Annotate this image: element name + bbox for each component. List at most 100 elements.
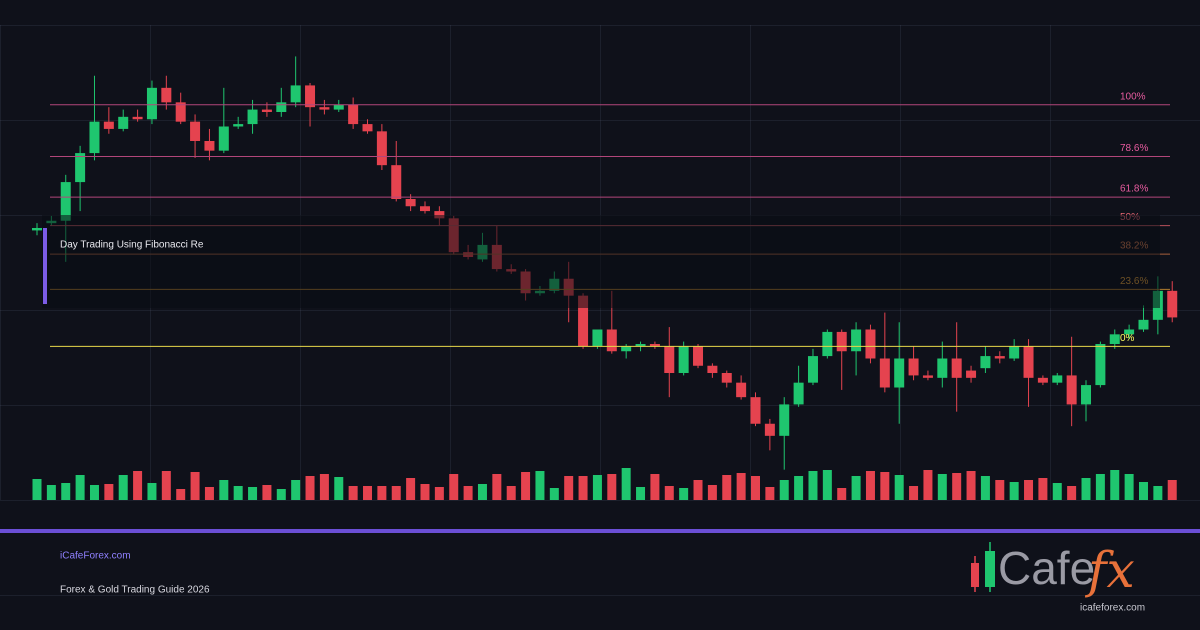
candle-body	[865, 329, 876, 359]
volume-bar	[937, 474, 947, 500]
candle-body	[578, 295, 589, 347]
candle-body	[161, 87, 172, 103]
volume-bar	[319, 474, 329, 500]
volume-bar	[636, 487, 646, 500]
volume-bar	[751, 476, 760, 500]
volume-bar	[75, 475, 85, 500]
volume-bar	[952, 473, 962, 500]
candle-body	[649, 344, 660, 347]
volume-bar	[1110, 470, 1120, 500]
fib-label: 78.6%	[1120, 143, 1148, 154]
candle-body	[937, 358, 948, 378]
volume-bar	[1095, 474, 1105, 500]
volume-layer	[32, 468, 1177, 500]
volume-bar	[822, 470, 832, 500]
volume-bar	[89, 485, 99, 500]
candle-body	[1109, 334, 1120, 344]
candle-body	[247, 109, 258, 125]
volume-bar	[463, 486, 473, 500]
volume-bar	[837, 488, 847, 500]
candle-body	[333, 104, 344, 110]
candle-body	[836, 331, 847, 352]
candle-body	[276, 102, 287, 112]
candle-body	[994, 356, 1005, 359]
candle-body	[175, 102, 186, 122]
volume-bar	[707, 485, 717, 500]
candle-body	[664, 346, 675, 373]
volume-bar	[147, 483, 157, 500]
volume-bar	[865, 471, 875, 500]
candle-body	[707, 365, 718, 373]
logo-accent: fx	[1084, 541, 1135, 599]
candle-body	[980, 356, 991, 369]
volume-bar	[564, 476, 574, 500]
candle-body	[405, 199, 416, 207]
volume-bar	[262, 485, 272, 500]
annotation-text: Day Trading Using Fibonacci Re	[60, 240, 204, 251]
candle-body	[233, 124, 244, 127]
candle-body	[75, 153, 86, 183]
candle-body	[204, 141, 215, 151]
candle-body	[1095, 344, 1106, 386]
volume-bar	[722, 475, 732, 500]
volume-bar	[305, 476, 315, 500]
volume-bar	[1052, 483, 1062, 500]
candle-body	[966, 370, 977, 378]
volume-bar	[679, 488, 689, 500]
candle-body	[635, 344, 646, 347]
candle-body	[348, 104, 359, 125]
volume-bar	[966, 471, 976, 500]
logo-word: Cafe	[998, 542, 1095, 594]
volume-bar	[161, 471, 171, 500]
volume-bar	[291, 480, 301, 500]
candle-body	[1023, 346, 1034, 378]
candle-body	[1167, 290, 1178, 318]
annotation-accent	[43, 228, 47, 304]
logo-url: icafeforex.com	[1080, 603, 1145, 614]
volume-bar	[434, 487, 444, 500]
volume-bar	[880, 472, 890, 500]
candle-body	[693, 346, 704, 366]
volume-bar	[650, 474, 660, 500]
footer-site: iCafeForex.com	[60, 551, 131, 562]
volume-bar	[477, 484, 487, 500]
candle-body	[721, 373, 732, 383]
volume-bar	[104, 484, 114, 500]
volume-bar	[549, 488, 559, 500]
candle-body	[1066, 375, 1077, 405]
volume-bar	[348, 486, 358, 500]
candle-body	[190, 121, 201, 141]
volume-bar	[909, 486, 919, 500]
candle-body	[32, 228, 42, 231]
volume-bar	[894, 475, 904, 500]
candle-body	[1138, 319, 1149, 330]
volume-bar	[204, 487, 214, 500]
volume-bar	[61, 483, 71, 500]
candle-body	[391, 165, 402, 199]
volume-bar	[851, 476, 861, 500]
volume-bar	[1024, 480, 1034, 500]
volume-bar	[693, 480, 703, 500]
fib-label: 0%	[1120, 333, 1135, 344]
candle-body	[118, 116, 129, 129]
candle-body	[592, 329, 603, 347]
volume-bar	[391, 486, 401, 500]
volume-bar	[190, 472, 200, 500]
volume-bar	[233, 486, 243, 500]
candle-body	[822, 331, 833, 357]
candle-body	[678, 346, 689, 373]
volume-bar	[506, 486, 516, 500]
candle-body	[362, 124, 373, 132]
candle-body	[807, 356, 818, 383]
volume-bar	[980, 476, 990, 500]
volume-bar	[363, 486, 373, 500]
candle-body	[736, 382, 747, 398]
logo-icon	[971, 542, 995, 592]
candle-body	[290, 85, 301, 103]
candle-body	[319, 107, 330, 110]
volume-bar	[276, 489, 286, 500]
volume-bar	[808, 471, 818, 500]
candle-body	[434, 211, 445, 219]
